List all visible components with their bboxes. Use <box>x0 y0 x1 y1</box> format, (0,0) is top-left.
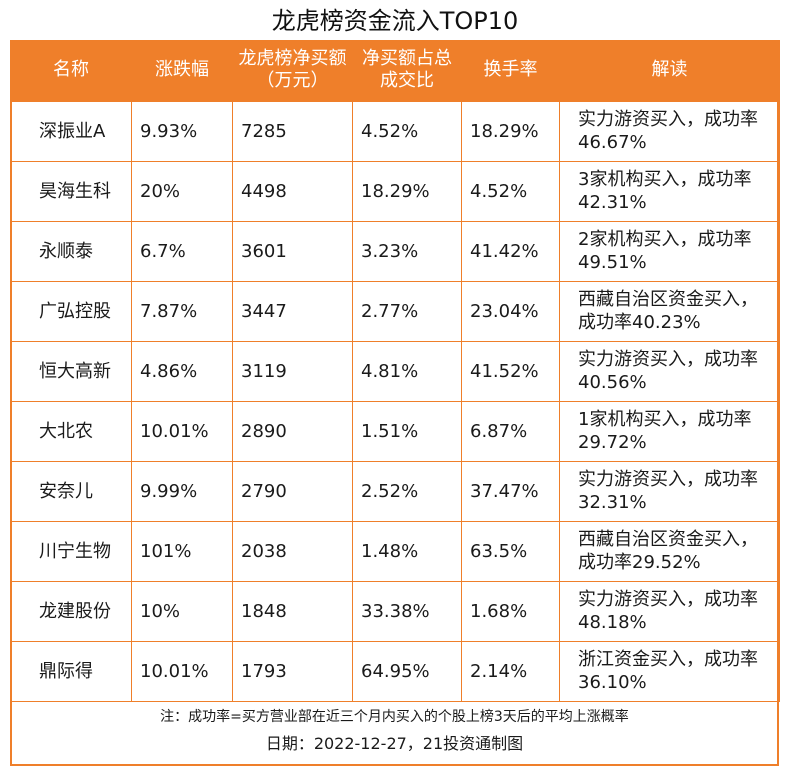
column-header-turnover: 换手率 <box>461 40 560 101</box>
cell-name: 恒大高新 <box>10 340 132 402</box>
cell-net-buy-ratio: 64.95% <box>352 640 462 702</box>
cell-name: 安奈儿 <box>10 460 132 522</box>
table-row: 恒大高新 4.86% 3119 4.81% 41.52% 实力游资买入，成功率40.56% <box>10 340 780 402</box>
column-header-net-buy: 龙虎榜净买额（万元） <box>232 40 353 101</box>
table-title: 龙虎榜资金流入TOP10 <box>271 7 519 35</box>
cell-net-buy: 7285 <box>232 100 353 162</box>
cell-net-buy-ratio: 2.77% <box>352 280 462 342</box>
column-header-change: 涨跌幅 <box>131 40 233 101</box>
cell-net-buy: 4498 <box>232 160 353 222</box>
cell-net-buy-ratio: 2.52% <box>352 460 462 522</box>
table-row: 川宁生物 101% 2038 1.48% 63.5% 西藏自治区资金买入，成功率29.52… <box>10 520 780 582</box>
table-row: 永顺泰 6.7% 3601 3.23% 41.42% 2家机构买入，成功率49.51% <box>10 220 780 282</box>
column-header-net-buy-ratio: 净买额占总成交比 <box>352 40 462 101</box>
cell-net-buy: 2890 <box>232 400 353 462</box>
cell-interpretation: 西藏自治区资金买入，成功率40.23% <box>559 280 780 342</box>
cell-interpretation: 实力游资买入，成功率40.56% <box>559 340 780 402</box>
column-header-interpretation: 解读 <box>559 40 780 101</box>
cell-interpretation: 2家机构买入，成功率49.51% <box>559 220 780 282</box>
cell-turnover: 6.87% <box>461 400 560 462</box>
cell-net-buy: 2790 <box>232 460 353 522</box>
header-row: 名称 涨跌幅 龙虎榜净买额（万元） 净买额占总成交比 换手率 解读 <box>10 40 780 101</box>
table-body: 深振业A 9.93% 7285 4.52% 18.29% 实力游资买入，成功率46.67%… <box>10 100 780 702</box>
cell-turnover: 63.5% <box>461 520 560 582</box>
cell-net-buy-ratio: 4.81% <box>352 340 462 402</box>
table-row: 广弘控股 7.87% 3447 2.77% 23.04% 西藏自治区资金买入，成功率40.… <box>10 280 780 342</box>
table-row: 安奈儿 9.99% 2790 2.52% 37.47% 实力游资买入，成功率32.31% <box>10 460 780 522</box>
cell-interpretation: 1家机构买入，成功率29.72% <box>559 400 780 462</box>
top10-table: 名称 涨跌幅 龙虎榜净买额（万元） 净买额占总成交比 换手率 解读 深振业A 9.… <box>10 40 780 702</box>
cell-name: 大北农 <box>10 400 132 462</box>
table-row: 鼎际得 10.01% 1793 64.95% 2.14% 浙江资金买入，成功率36.10% <box>10 640 780 702</box>
cell-net-buy: 3447 <box>232 280 353 342</box>
cell-net-buy: 3119 <box>232 340 353 402</box>
cell-turnover: 41.42% <box>461 220 560 282</box>
cell-interpretation: 实力游资买入，成功率32.31% <box>559 460 780 522</box>
cell-change: 9.93% <box>131 100 233 162</box>
cell-change: 20% <box>131 160 233 222</box>
cell-turnover: 4.52% <box>461 160 560 222</box>
cell-name: 鼎际得 <box>10 640 132 702</box>
table-row: 大北农 10.01% 2890 1.51% 6.87% 1家机构买入，成功率29.72% <box>10 400 780 462</box>
cell-net-buy-ratio: 1.51% <box>352 400 462 462</box>
column-header-name: 名称 <box>10 40 132 101</box>
cell-name: 广弘控股 <box>10 280 132 342</box>
cell-change: 101% <box>131 520 233 582</box>
cell-turnover: 23.04% <box>461 280 560 342</box>
cell-name: 龙建股份 <box>10 580 132 642</box>
cell-net-buy-ratio: 1.48% <box>352 520 462 582</box>
cell-interpretation: 实力游资买入，成功率46.67% <box>559 100 780 162</box>
cell-turnover: 18.29% <box>461 100 560 162</box>
cell-interpretation: 实力游资买入，成功率48.18% <box>559 580 780 642</box>
cell-turnover: 41.52% <box>461 340 560 402</box>
cell-net-buy: 3601 <box>232 220 353 282</box>
cell-net-buy: 1848 <box>232 580 353 642</box>
cell-interpretation: 西藏自治区资金买入，成功率29.52% <box>559 520 780 582</box>
cell-net-buy: 2038 <box>232 520 353 582</box>
table-row: 昊海生科 20% 4498 18.29% 4.52% 3家机构买入，成功率42.31% <box>10 160 780 222</box>
cell-name: 昊海生科 <box>10 160 132 222</box>
cell-interpretation: 浙江资金买入，成功率36.10% <box>559 640 780 702</box>
cell-net-buy-ratio: 4.52% <box>352 100 462 162</box>
cell-net-buy-ratio: 33.38% <box>352 580 462 642</box>
cell-change: 10% <box>131 580 233 642</box>
footnote: 注：成功率=买方营业部在近三个月内买入的个股上榜3天后的平均上涨概率 <box>160 709 629 725</box>
cell-change: 7.87% <box>131 280 233 342</box>
cell-change: 10.01% <box>131 640 233 702</box>
cell-turnover: 37.47% <box>461 460 560 522</box>
cell-change: 4.86% <box>131 340 233 402</box>
cell-name: 深振业A <box>10 100 132 162</box>
cell-turnover: 1.68% <box>461 580 560 642</box>
cell-turnover: 2.14% <box>461 640 560 702</box>
date-credit: 日期：2022-12-27，21投资通制图 <box>265 734 524 753</box>
table-row: 龙建股份 10% 1848 33.38% 1.68% 实力游资买入，成功率48.18% <box>10 580 780 642</box>
cell-change: 6.7% <box>131 220 233 282</box>
cell-name: 永顺泰 <box>10 220 132 282</box>
table-row: 深振业A 9.93% 7285 4.52% 18.29% 实力游资买入，成功率46.67% <box>10 100 780 162</box>
cell-interpretation: 3家机构买入，成功率42.31% <box>559 160 780 222</box>
cell-net-buy: 1793 <box>232 640 353 702</box>
cell-net-buy-ratio: 3.23% <box>352 220 462 282</box>
cell-net-buy-ratio: 18.29% <box>352 160 462 222</box>
cell-name: 川宁生物 <box>10 520 132 582</box>
cell-change: 10.01% <box>131 400 233 462</box>
cell-change: 9.99% <box>131 460 233 522</box>
